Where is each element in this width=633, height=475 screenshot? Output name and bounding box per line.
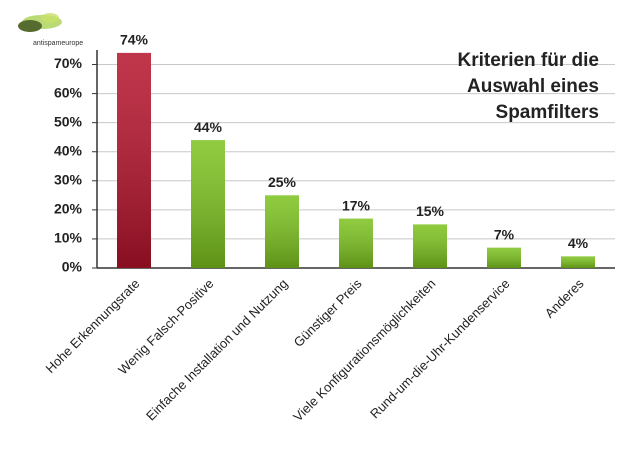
- bar-shade: [265, 195, 299, 268]
- y-tick-label: 0%: [62, 259, 83, 275]
- value-label: 15%: [416, 203, 445, 219]
- bar-shade: [413, 224, 447, 268]
- x-tick-label: Anderes: [542, 276, 587, 321]
- chart-title: Kriterien für die Auswahl eines Spamfilt…: [457, 50, 599, 123]
- x-tick-label: Einfache Installation und Nutzung: [143, 276, 291, 424]
- bar-shade: [117, 52, 151, 269]
- bar-shade: [339, 218, 373, 268]
- bar-shade: [561, 256, 595, 268]
- value-label: 7%: [494, 226, 515, 242]
- y-tick-label: 60%: [54, 84, 83, 100]
- value-label: 74%: [120, 32, 149, 48]
- y-tick-label: 20%: [54, 201, 83, 217]
- y-tick-label: 40%: [54, 142, 83, 158]
- bar-shade: [487, 247, 521, 268]
- y-tick-label: 50%: [54, 113, 83, 129]
- bar-shade: [191, 140, 225, 268]
- value-label: 25%: [268, 174, 297, 190]
- x-tick-label: Viele Konfigurationsmöglichkeiten: [290, 276, 438, 424]
- y-tick-label: 30%: [54, 172, 83, 188]
- logo-text: antispameurope: [33, 40, 84, 47]
- x-tick-label: Günstiger Preis: [291, 276, 365, 350]
- value-label: 44%: [194, 119, 223, 135]
- logo-icon: [18, 13, 62, 32]
- value-label: 17%: [342, 197, 371, 213]
- x-tick-label: Rund-um-die-Uhr-Kundenservice: [367, 276, 512, 421]
- value-label: 4%: [568, 235, 589, 251]
- y-tick-label: 10%: [54, 230, 83, 246]
- y-tick-label: 70%: [54, 55, 83, 71]
